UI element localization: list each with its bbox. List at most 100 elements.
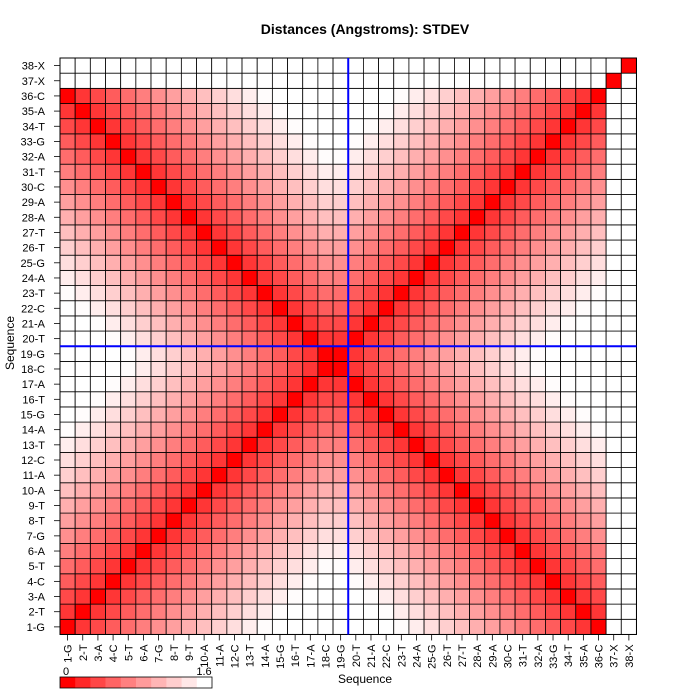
heatmap-cell <box>211 269 228 286</box>
heatmap-cell <box>241 163 258 180</box>
heatmap-cell <box>469 558 486 575</box>
heatmap-cell <box>590 452 607 468</box>
heatmap-cell <box>74 391 91 408</box>
heatmap-cell <box>469 406 486 423</box>
heatmap-cell <box>271 558 288 575</box>
heatmap-cell <box>241 254 258 271</box>
heatmap-cell <box>454 57 470 74</box>
heatmap-cell <box>226 57 243 74</box>
heatmap-cell <box>393 103 410 120</box>
heatmap-cell <box>74 148 91 165</box>
heatmap-cell <box>620 376 637 393</box>
heatmap-cell <box>211 330 228 347</box>
heatmap-cell <box>256 285 273 302</box>
heatmap-cell <box>423 118 440 135</box>
heatmap-cell <box>423 391 440 408</box>
heatmap-cell <box>423 87 440 104</box>
heatmap-cell <box>241 133 258 150</box>
heatmap-cell <box>196 452 213 468</box>
heatmap-cell <box>514 224 531 241</box>
heatmap-cell <box>378 406 395 423</box>
heatmap-cell <box>620 103 637 120</box>
heatmap-cell <box>514 512 531 529</box>
heatmap-cell <box>89 224 106 241</box>
heatmap-cell <box>514 133 531 150</box>
heatmap-cell <box>89 512 106 529</box>
heatmap-cell <box>211 57 228 74</box>
heatmap-cell <box>120 148 137 165</box>
heatmap-cell <box>135 148 152 165</box>
heatmap-cell <box>74 269 91 286</box>
heatmap-cell <box>529 452 546 468</box>
heatmap-cell <box>560 421 577 438</box>
heatmap-cell <box>196 178 213 195</box>
heatmap-cell <box>135 573 152 590</box>
heatmap-cell <box>302 376 319 393</box>
heatmap-cell <box>180 527 197 544</box>
x-tick-label: 19-G <box>336 644 348 668</box>
heatmap-cell <box>256 315 273 332</box>
heatmap-cell <box>105 103 122 120</box>
heatmap-cell <box>317 254 334 271</box>
heatmap-cell <box>105 194 122 211</box>
heatmap-cell <box>89 300 106 317</box>
heatmap-cell <box>605 118 622 135</box>
heatmap-cell <box>165 512 182 529</box>
heatmap-cell <box>226 209 243 226</box>
heatmap-cell <box>362 103 379 120</box>
heatmap-cell <box>150 436 167 453</box>
heatmap-cell <box>545 269 562 286</box>
heatmap-cell <box>560 103 577 120</box>
heatmap-cell <box>287 497 304 514</box>
heatmap-cell <box>514 391 531 408</box>
heatmap-cell <box>120 345 137 362</box>
heatmap-cell <box>499 163 516 180</box>
heatmap-cell <box>469 285 486 302</box>
heatmap-cell <box>484 467 501 484</box>
heatmap-cell <box>105 118 122 135</box>
heatmap-cell <box>423 543 440 560</box>
heatmap-cell <box>287 436 304 453</box>
heatmap-cell <box>514 482 531 499</box>
heatmap-cell <box>378 467 395 484</box>
heatmap-cell <box>150 148 167 165</box>
heatmap-cell <box>180 376 197 393</box>
heatmap-cell <box>438 452 455 468</box>
heatmap-cell <box>393 72 410 89</box>
heatmap-cell <box>105 391 122 408</box>
heatmap-cell <box>347 209 364 226</box>
heatmap-cell <box>302 421 319 438</box>
heatmap-cell <box>196 285 213 302</box>
heatmap-cell <box>180 163 197 180</box>
heatmap-cell <box>560 573 577 590</box>
heatmap-cell <box>484 72 501 89</box>
heatmap-cell <box>499 224 516 241</box>
heatmap-cell <box>514 300 531 317</box>
heatmap-cell <box>256 421 273 438</box>
heatmap-cell <box>196 345 213 362</box>
heatmap-cell <box>454 103 470 120</box>
heatmap-cell <box>590 133 607 150</box>
heatmap-cell <box>135 618 152 635</box>
heatmap-cell <box>393 209 410 226</box>
heatmap-cell <box>529 497 546 514</box>
heatmap-cell <box>135 269 152 286</box>
heatmap-cell <box>211 300 228 317</box>
heatmap-cell <box>180 178 197 195</box>
heatmap-cell <box>287 148 304 165</box>
heatmap-cell <box>120 87 137 104</box>
heatmap-cell <box>89 315 106 332</box>
heatmap-cell <box>560 87 577 104</box>
heatmap-cell <box>423 406 440 423</box>
heatmap-cell <box>620 239 637 256</box>
chart-title: Distances (Angstroms): STDEV <box>261 21 470 37</box>
y-tick-label: 16-T <box>22 394 45 406</box>
heatmap-cell <box>408 285 425 302</box>
heatmap-cell <box>226 360 243 377</box>
heatmap-cell <box>408 376 425 393</box>
heatmap-cell <box>620 209 637 226</box>
heatmap-cell <box>287 72 304 89</box>
heatmap-cell <box>454 269 470 286</box>
x-tick-label: 12-C <box>229 644 241 668</box>
heatmap-cell <box>545 558 562 575</box>
